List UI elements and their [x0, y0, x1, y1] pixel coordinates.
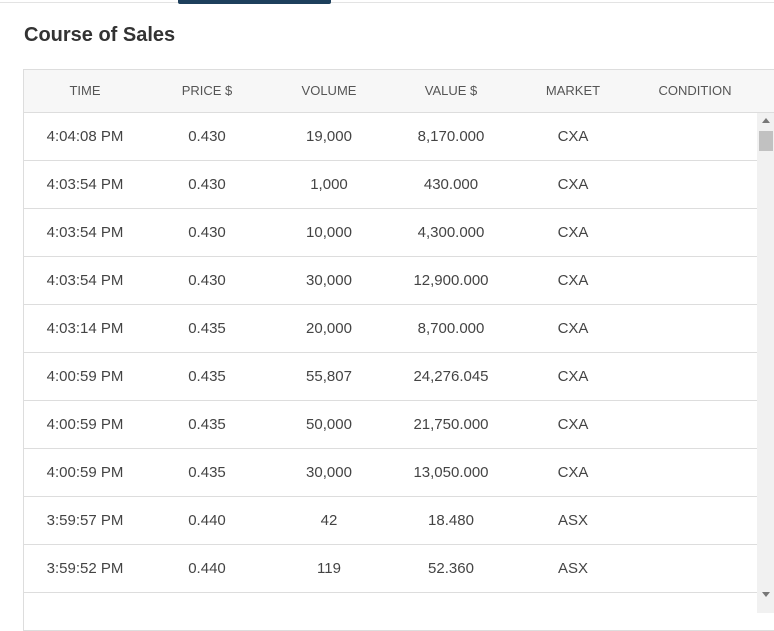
table-cell: 0.435: [188, 464, 226, 481]
table-row: 3:59:57 PM 0.440 42 18.480 ASX: [24, 497, 757, 545]
table-cell: 12,900.000: [413, 272, 489, 289]
table-cell: 30,000: [306, 464, 352, 481]
table-header: TIME PRICE $ VOLUME VALUE $ MARKET CONDITION: [24, 70, 774, 113]
table-cell: 18.480: [428, 512, 474, 529]
active-tab-indicator[interactable]: [178, 0, 331, 4]
table-row: 4:00:59 PM 0.435 30,000 13,050.000 CXA: [24, 449, 757, 497]
table-cell: 3:59:57 PM: [46, 512, 124, 529]
scrollbar-graphics: [759, 118, 773, 597]
table-cell: 0.430: [188, 224, 226, 241]
table-cell: 0.435: [188, 416, 226, 433]
table-row: 4:00:59 PM 0.435 55,807 24,276.045 CXA: [24, 353, 757, 401]
column-header: CONDITION: [658, 83, 732, 98]
table-cell: 4:00:59 PM: [46, 416, 124, 433]
table-cell: 19,000: [306, 128, 352, 145]
table-row: 4:03:54 PM 0.430 1,000 430.000 CXA: [24, 161, 757, 209]
table-cell: 55,807: [306, 368, 352, 385]
table-row: 4:00:59 PM 0.435 50,000 21,750.000 CXA: [24, 401, 757, 449]
table-cell: CXA: [557, 320, 589, 337]
tab-bar: [0, 2, 774, 3]
table-cell: 0.435: [188, 320, 226, 337]
sales-table: TIME PRICE $ VOLUME VALUE $ MARKET CONDITION …: [23, 69, 774, 631]
table-row: 4:04:08 PM 0.430 19,000 8,170.000 CXA: [24, 113, 757, 161]
table-cell: 0.440: [188, 560, 226, 577]
table-cell: 30,000: [306, 272, 352, 289]
column-header: VOLUME: [301, 83, 357, 98]
table-cell: ASX: [557, 560, 588, 577]
table-cell: 13,050.000: [413, 464, 489, 481]
table-row: 3:59:52 PM 0.440 119 52.360 ASX: [24, 545, 757, 593]
table-cell: CXA: [557, 176, 589, 193]
table-cell: 0.430: [188, 176, 226, 193]
table-cell: 0.435: [188, 368, 226, 385]
table-cell: 0.430: [188, 128, 226, 145]
table-cell: 430.000: [423, 176, 479, 193]
table-cell: 119: [317, 560, 341, 577]
table-cell: CXA: [557, 368, 589, 385]
table-cell: 4:03:54 PM: [46, 272, 124, 289]
table-cell: 50,000: [306, 416, 352, 433]
table-cell: 0.430: [188, 272, 226, 289]
table-cell: 0.440: [188, 512, 226, 529]
table-cell: 21,750.000: [413, 416, 489, 433]
table-cell: CXA: [557, 416, 589, 433]
table-row: 4:03:14 PM 0.435 20,000 8,700.000 CXA: [24, 305, 757, 353]
table-cell: CXA: [557, 128, 589, 145]
column-header: MARKET: [545, 83, 601, 98]
scroll-up-arrow[interactable]: [762, 118, 770, 123]
table-cell: 4:03:54 PM: [46, 224, 124, 241]
column-header: TIME: [69, 83, 101, 98]
column-header: PRICE $: [181, 83, 233, 98]
table-cell: 4:03:14 PM: [46, 320, 124, 337]
table-cell: 4,300.000: [417, 224, 485, 241]
table-cell: 3:59:52 PM: [46, 560, 124, 577]
table-cell: 4:00:59 PM: [46, 368, 124, 385]
table-cell: ASX: [557, 512, 588, 529]
table-cell: CXA: [557, 464, 589, 481]
table-row: 4:03:54 PM 0.430 30,000 12,900.000 CXA: [24, 257, 757, 305]
section-title: Course of Sales: [24, 24, 176, 46]
table-row: 4:03:54 PM 0.430 10,000 4,300.000 CXA: [24, 209, 757, 257]
scrollbar[interactable]: [757, 113, 774, 613]
scroll-down-arrow[interactable]: [762, 592, 770, 597]
table-cell: 4:00:59 PM: [46, 464, 124, 481]
table-cell: 1,000: [310, 176, 348, 193]
table-cell: 10,000: [306, 224, 352, 241]
table-cell: 20,000: [306, 320, 352, 337]
column-header: VALUE $: [424, 83, 478, 98]
table-cell: 42: [320, 512, 338, 529]
table-cell: CXA: [557, 224, 589, 241]
table-cell: 8,170.000: [417, 128, 485, 145]
table-cell: 4:04:08 PM: [46, 128, 124, 145]
table-cell: 24,276.045: [413, 368, 489, 385]
table-cell: CXA: [557, 272, 589, 289]
table-cell: 4:03:54 PM: [46, 176, 124, 193]
table-cell: 8,700.000: [417, 320, 485, 337]
table-cell: 52.360: [428, 560, 474, 577]
scroll-thumb[interactable]: [759, 131, 773, 151]
